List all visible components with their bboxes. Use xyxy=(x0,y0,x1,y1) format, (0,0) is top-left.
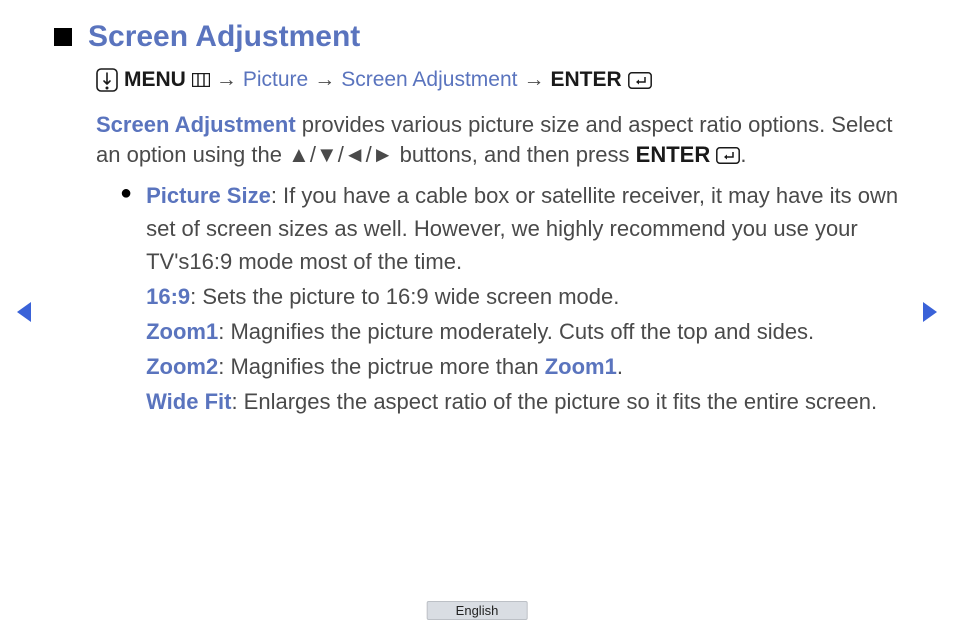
term-zoom2: Zoom2 xyxy=(146,354,218,379)
zoom2-desc-a: : Magnifies the pictrue more than xyxy=(218,354,545,379)
list-item: ● Picture Size: If you have a cable box … xyxy=(120,179,914,418)
direction-glyphs: ▲/▼/◄/► xyxy=(288,142,393,167)
widefit-line: Wide Fit: Enlarges the aspect ratio of t… xyxy=(146,385,914,418)
intro-highlight: Screen Adjustment xyxy=(96,112,296,137)
zoom2-line: Zoom2: Magnifies the pictrue more than Z… xyxy=(146,350,914,383)
term-picture-size: Picture Size xyxy=(146,183,271,208)
zoom2-desc-b: . xyxy=(617,354,623,379)
zoom1-line: Zoom1: Magnifies the picture moderately.… xyxy=(146,315,914,348)
prev-page-button[interactable] xyxy=(14,300,34,324)
term-zoom1: Zoom1 xyxy=(146,319,218,344)
picture-size-line: Picture Size: If you have a cable box or… xyxy=(146,179,914,278)
zoom2-ref: Zoom1 xyxy=(545,354,617,379)
breadcrumb-sep: → xyxy=(216,68,237,92)
breadcrumb-menu: MENU xyxy=(124,68,186,92)
bullet-icon: ● xyxy=(120,179,132,418)
widefit-desc: : Enlarges the aspect ratio of the pictu… xyxy=(231,389,877,414)
breadcrumb: MENU → Picture → Screen Adjustment → ENT… xyxy=(96,68,914,92)
ratio-169-line: 16:9: Sets the picture to 16:9 wide scre… xyxy=(146,280,914,313)
list-item-content: Picture Size: If you have a cable box or… xyxy=(146,179,914,418)
next-page-button[interactable] xyxy=(920,300,940,324)
breadcrumb-enter: ENTER xyxy=(550,68,621,92)
intro-enter: ENTER xyxy=(636,142,711,167)
term-widefit: Wide Fit xyxy=(146,389,231,414)
breadcrumb-screen-adjustment: Screen Adjustment xyxy=(341,68,517,92)
menu-grid-icon xyxy=(192,73,210,87)
section-bullet-icon xyxy=(54,28,72,46)
ratio-169-desc: : Sets the picture to 16:9 wide screen m… xyxy=(190,284,619,309)
language-badge: English xyxy=(427,601,528,620)
manual-page: Screen Adjustment MENU → Picture → Scree… xyxy=(0,0,954,624)
intro-period: . xyxy=(740,142,746,167)
term-169: 16:9 xyxy=(146,284,190,309)
intro-text: buttons, and then press xyxy=(393,142,635,167)
remote-icon xyxy=(96,68,118,92)
enter-icon xyxy=(716,147,740,164)
breadcrumb-picture: Picture xyxy=(243,68,308,92)
breadcrumb-sep: → xyxy=(314,68,335,92)
intro-paragraph: Screen Adjustment provides various pictu… xyxy=(96,110,914,169)
section-title: Screen Adjustment xyxy=(88,20,360,54)
option-list: ● Picture Size: If you have a cable box … xyxy=(120,179,914,418)
zoom1-desc: : Magnifies the picture moderately. Cuts… xyxy=(218,319,814,344)
enter-icon xyxy=(628,72,652,89)
section-header: Screen Adjustment xyxy=(54,20,914,54)
breadcrumb-sep: → xyxy=(523,68,544,92)
